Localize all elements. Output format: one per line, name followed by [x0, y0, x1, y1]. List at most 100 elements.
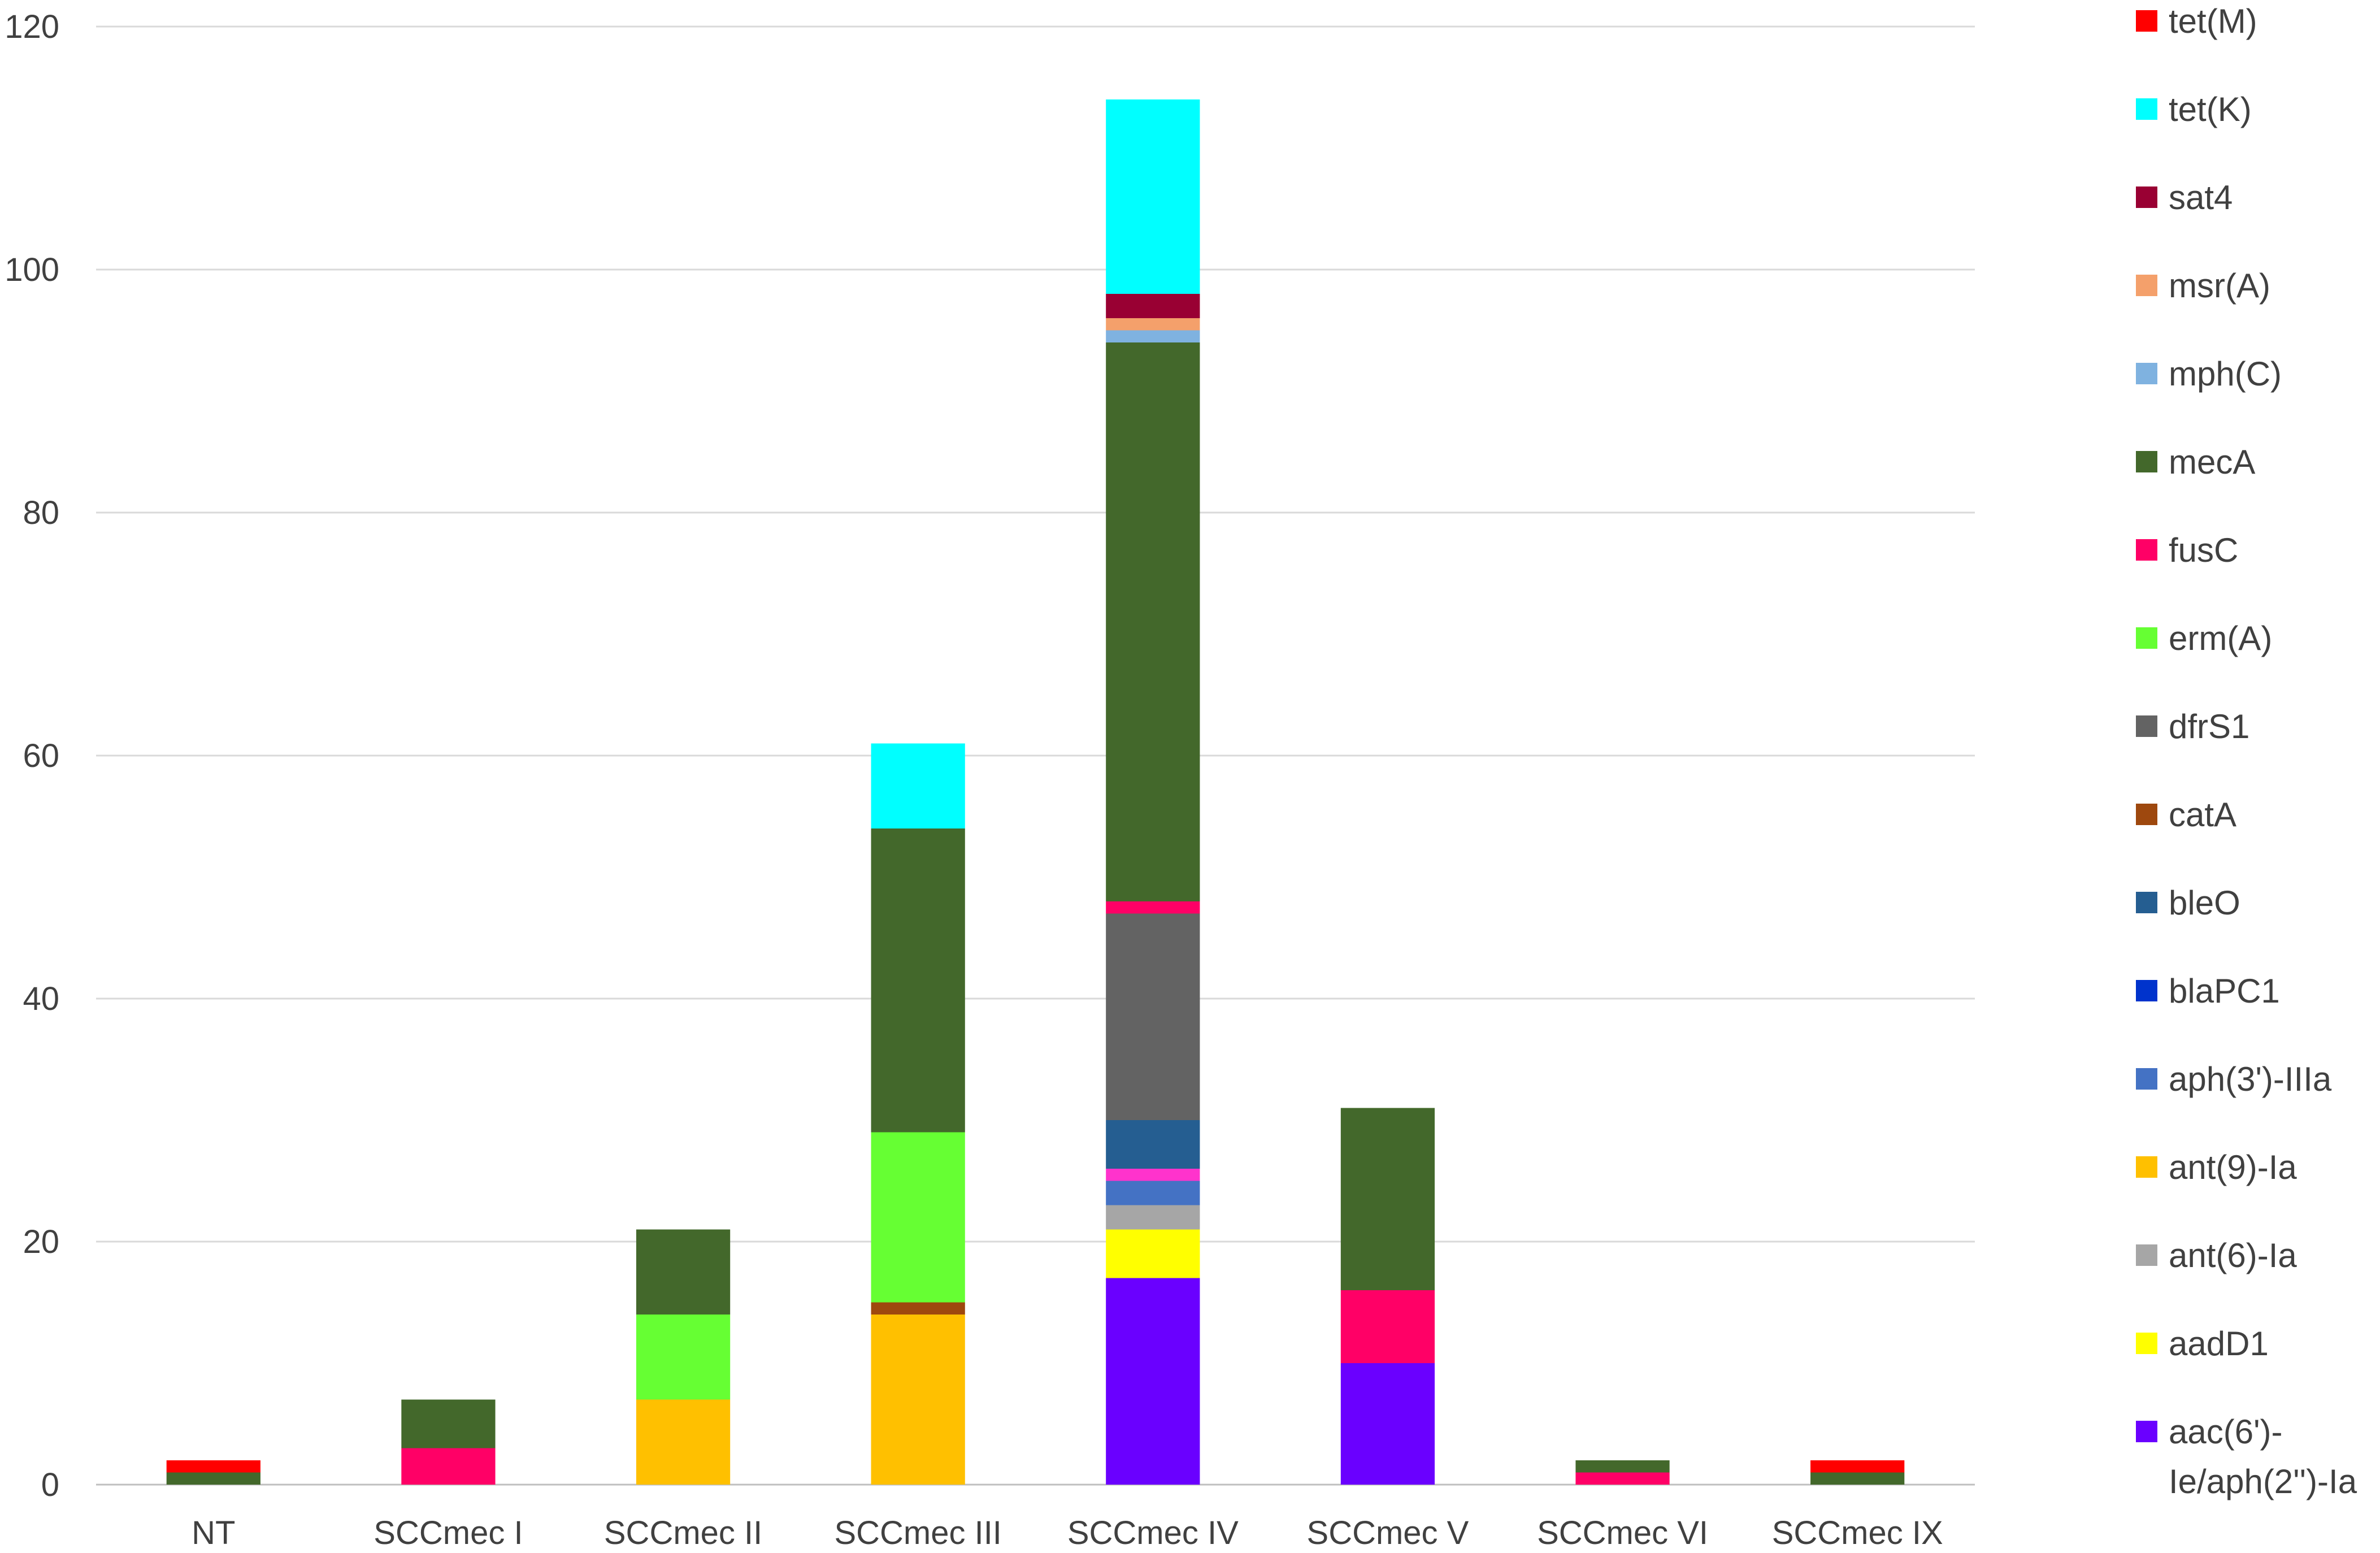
legend-label: mph(C) [2169, 355, 2282, 393]
x-tick-label: SCCmec IV [1067, 1515, 1239, 1551]
legend-swatch [2136, 10, 2157, 32]
legend-label: fusC [2169, 531, 2238, 569]
bar-segment [871, 1132, 965, 1303]
bar-stack [1106, 99, 1200, 1485]
bar-segment [1106, 1120, 1200, 1169]
bar-segment [166, 1472, 260, 1485]
legend-swatch [2136, 451, 2157, 472]
bar-segment [401, 1448, 496, 1485]
bar-segment [636, 1399, 731, 1485]
legend-label: dfrS1 [2169, 708, 2249, 745]
legend-swatch [2136, 980, 2157, 1001]
bar-stack [401, 1399, 496, 1485]
y-tick-label: 40 [23, 981, 59, 1017]
legend-label: aph(3')-IIIa [2169, 1060, 2332, 1098]
legend-label: tet(M) [2169, 2, 2257, 40]
legend-label: blaPC1 [2169, 972, 2280, 1010]
legend-item: aph(3')-IIIa [2136, 1060, 2332, 1098]
y-tick-label: 80 [23, 494, 59, 531]
legend-swatch [2136, 1156, 2157, 1178]
bars [166, 99, 1905, 1485]
y-tick-label: 60 [23, 738, 59, 774]
bar-segment [1575, 1460, 1670, 1473]
bar-segment [1810, 1472, 1905, 1485]
x-tick-label: SCCmec I [373, 1515, 523, 1551]
bar-stack [871, 743, 965, 1485]
legend-label: aadD1 [2169, 1325, 2269, 1363]
legend-label: Ie/aph(2'')-Ia [2169, 1463, 2357, 1500]
legend-item: ant(6)-Ia [2136, 1237, 2297, 1274]
bar-segment [1106, 318, 1200, 331]
gridlines [96, 25, 1975, 1486]
legend-swatch [2136, 715, 2157, 737]
x-tick-label: SCCmec II [604, 1515, 762, 1551]
bar-segment [1106, 294, 1200, 318]
y-tick-label: 0 [41, 1467, 59, 1503]
bar-segment [1106, 99, 1200, 294]
legend-swatch [2136, 1244, 2157, 1266]
legend-item: sat4 [2136, 179, 2233, 216]
bar-stack [636, 1229, 731, 1485]
y-tick-label: 100 [5, 251, 59, 288]
legend-item: aadD1 [2136, 1325, 2269, 1363]
legend-item: aac(6')- Ie/aph(2'')-Ia [2136, 1413, 2357, 1500]
legend-swatch [2136, 804, 2157, 825]
bar-segment [1340, 1290, 1435, 1363]
x-axis: NT SCCmec I SCCmec II SCCmec III SCCmec IV SC… [192, 1515, 1943, 1551]
legend-label: msr(A) [2169, 267, 2270, 305]
legend-item: dfrS1 [2136, 708, 2249, 745]
bar-segment [1340, 1363, 1435, 1485]
legend-label: tet(K) [2169, 90, 2252, 128]
bar-stack [1575, 1460, 1670, 1485]
legend-item: bleO [2136, 884, 2240, 922]
legend-item: mecA [2136, 443, 2255, 481]
legend-label: mecA [2169, 443, 2255, 481]
x-tick-label: SCCmec VI [1537, 1515, 1708, 1551]
legend-label: erm(A) [2169, 619, 2272, 657]
legend-item: msr(A) [2136, 267, 2270, 305]
bar-segment [1106, 1169, 1200, 1181]
bar-segment [166, 1460, 260, 1473]
legend-label: aac(6')- [2169, 1413, 2283, 1451]
legend-swatch [2136, 363, 2157, 384]
y-tick-label: 20 [23, 1224, 59, 1260]
legend-item: blaPC1 [2136, 972, 2280, 1010]
legend-item: tet(K) [2136, 90, 2252, 128]
bar-segment [1575, 1472, 1670, 1485]
x-tick-label: SCCmec III [834, 1515, 1002, 1551]
legend-swatch [2136, 627, 2157, 649]
legend-label: ant(6)-Ia [2169, 1237, 2297, 1274]
bar-segment [1810, 1460, 1905, 1473]
bar-segment [1340, 1108, 1435, 1290]
legend-swatch [2136, 539, 2157, 561]
bar-segment [1106, 1181, 1200, 1205]
legend-swatch [2136, 892, 2157, 913]
legend-swatch [2136, 275, 2157, 296]
x-tick-label: SCCmec IX [1772, 1515, 1943, 1551]
legend-item: erm(A) [2136, 619, 2272, 657]
legend-item: ant(9)-Ia [2136, 1148, 2297, 1186]
bar-segment [871, 828, 965, 1133]
bar-segment [636, 1229, 731, 1315]
legend: tet(M) tet(K) sat4 msr(A) mph(C) mecA fusC erm(… [2136, 2, 2357, 1500]
legend-item: fusC [2136, 531, 2238, 569]
legend-item: tet(M) [2136, 2, 2257, 40]
legend-label: ant(9)-Ia [2169, 1148, 2297, 1186]
legend-swatch [2136, 186, 2157, 208]
x-tick-label: NT [192, 1515, 235, 1551]
bar-segment [871, 1315, 965, 1485]
bar-segment [636, 1315, 731, 1400]
bar-stack [1810, 1460, 1905, 1485]
bar-segment [1106, 901, 1200, 914]
legend-label: sat4 [2169, 179, 2233, 216]
bar-segment [1106, 1205, 1200, 1230]
bar-stack [1340, 1108, 1435, 1485]
legend-swatch [2136, 1421, 2157, 1442]
bar-segment [1106, 342, 1200, 901]
bar-stack [166, 1460, 260, 1485]
legend-swatch [2136, 1333, 2157, 1354]
bar-segment [1106, 330, 1200, 342]
legend-label: bleO [2169, 884, 2240, 922]
legend-label: catA [2169, 796, 2236, 834]
